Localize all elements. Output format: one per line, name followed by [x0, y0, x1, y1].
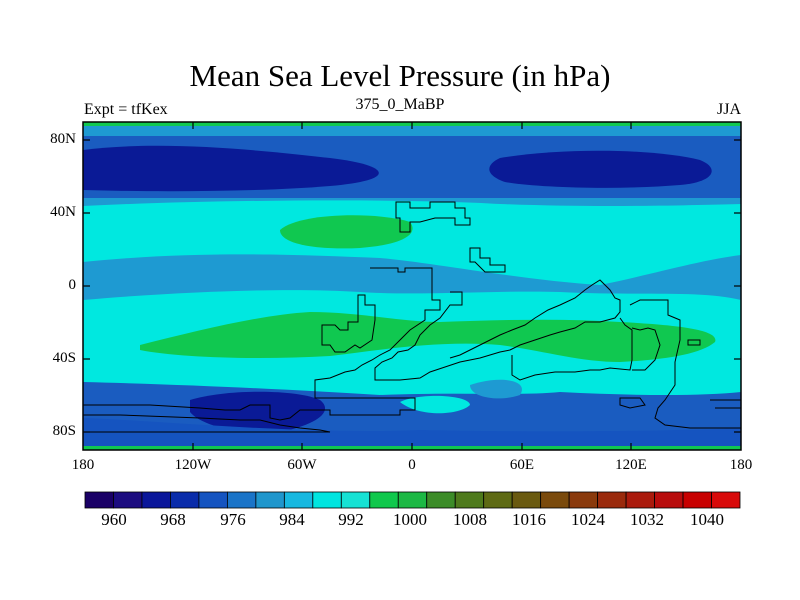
- colorbar-label: 1024: [571, 510, 605, 529]
- field-south-polar: [83, 418, 741, 450]
- continent-north-small: [469, 247, 506, 273]
- x-tick-label: 180: [71, 457, 95, 473]
- colorbar: [84, 491, 741, 509]
- colorbar-swatch: [454, 491, 485, 509]
- colorbar-swatch: [654, 491, 684, 509]
- x-tick-label: 60W: [287, 457, 317, 473]
- land-outlines: [83, 201, 741, 433]
- x-tick-label: 120E: [615, 457, 647, 473]
- colorbar-swatch: [84, 491, 114, 509]
- colorbar-swatch: [340, 491, 371, 509]
- colorbar-swatch: [170, 491, 200, 509]
- x-tick-label: 0: [408, 457, 416, 473]
- colorbar-swatch: [568, 491, 599, 509]
- colorbar-swatch: [511, 491, 542, 509]
- period-label: 375_0_MaBP: [355, 96, 445, 113]
- island-south-east: [619, 397, 646, 409]
- continent-south-east-edge: [710, 399, 741, 409]
- x-tick-label: 120W: [174, 457, 212, 473]
- continent-gondwana-inlet: [631, 327, 661, 371]
- colorbar-swatch: [369, 491, 399, 509]
- continent-gondwana-east: [511, 317, 633, 381]
- colorbar-label: 1040: [690, 510, 724, 529]
- colorbar-swatch: [283, 491, 314, 509]
- colorbar-label: 1016: [512, 510, 546, 529]
- colorbar-swatch: [540, 491, 570, 509]
- field-south-cyan-patch: [400, 395, 470, 414]
- field-south-mid-patch: [470, 379, 522, 399]
- y-tick-label: 40N: [50, 204, 76, 220]
- colorbar-label: 992: [338, 510, 364, 529]
- continent-north: [395, 201, 471, 233]
- colorbar-swatch: [711, 491, 741, 509]
- field-north-deep-low-east: [489, 150, 712, 188]
- season-label: JJA: [716, 101, 741, 118]
- colorbar-swatch: [113, 491, 143, 509]
- continent-gondwana-west: [83, 267, 441, 421]
- continent-gondwana-central: [374, 279, 621, 381]
- field-north-green-cell: [280, 215, 413, 249]
- y-tick-label: 40S: [52, 350, 76, 366]
- colorbar-swatch: [312, 491, 342, 509]
- continent-gondwana-inner: [321, 294, 376, 353]
- colorbar-swatch: [426, 491, 456, 509]
- colorbar-swatch: [682, 491, 712, 509]
- continent-gondwana-far-east: [629, 299, 741, 429]
- colorbar-swatch: [141, 491, 171, 509]
- island-east: [687, 339, 701, 346]
- x-ticks: [192, 122, 632, 450]
- colorbar-label: 976: [220, 510, 246, 529]
- colorbar-swatch: [625, 491, 655, 509]
- map-title: Mean Sea Level Pressure (in hPa): [189, 58, 611, 93]
- colorbar-swatch: [397, 491, 428, 509]
- y-ticks: [83, 139, 741, 433]
- colorbar-label: 968: [160, 510, 186, 529]
- y-tick-label: 0: [68, 277, 77, 293]
- field-north-subtropical-high: [83, 200, 741, 285]
- colorbar-label: 984: [279, 510, 305, 529]
- y-tick-label: 80S: [52, 423, 76, 439]
- continent-south-polar: [83, 414, 331, 433]
- y-tick-label: 80N: [50, 131, 76, 147]
- colorbar-label: 960: [101, 510, 127, 529]
- field-south-subtropical-high: [83, 290, 741, 408]
- colorbar-swatch: [226, 491, 257, 509]
- x-tick-label: 60E: [509, 457, 535, 473]
- field-south-green-cell: [140, 312, 716, 362]
- x-tick-label: 180: [729, 457, 753, 473]
- field-north-deep-low-west: [83, 145, 379, 192]
- colorbar-swatch: [483, 491, 513, 509]
- colorbar-label: 1000: [393, 510, 427, 529]
- colorbar-swatch: [198, 491, 228, 509]
- colorbar-swatch: [255, 491, 285, 509]
- field-south-deep-low: [190, 391, 326, 433]
- colorbar-swatch: [597, 491, 627, 509]
- experiment-label: Expt = tfKex: [84, 101, 168, 118]
- colorbar-label: 1032: [630, 510, 664, 529]
- colorbar-label: 1008: [453, 510, 487, 529]
- field-north-band: [83, 126, 741, 136]
